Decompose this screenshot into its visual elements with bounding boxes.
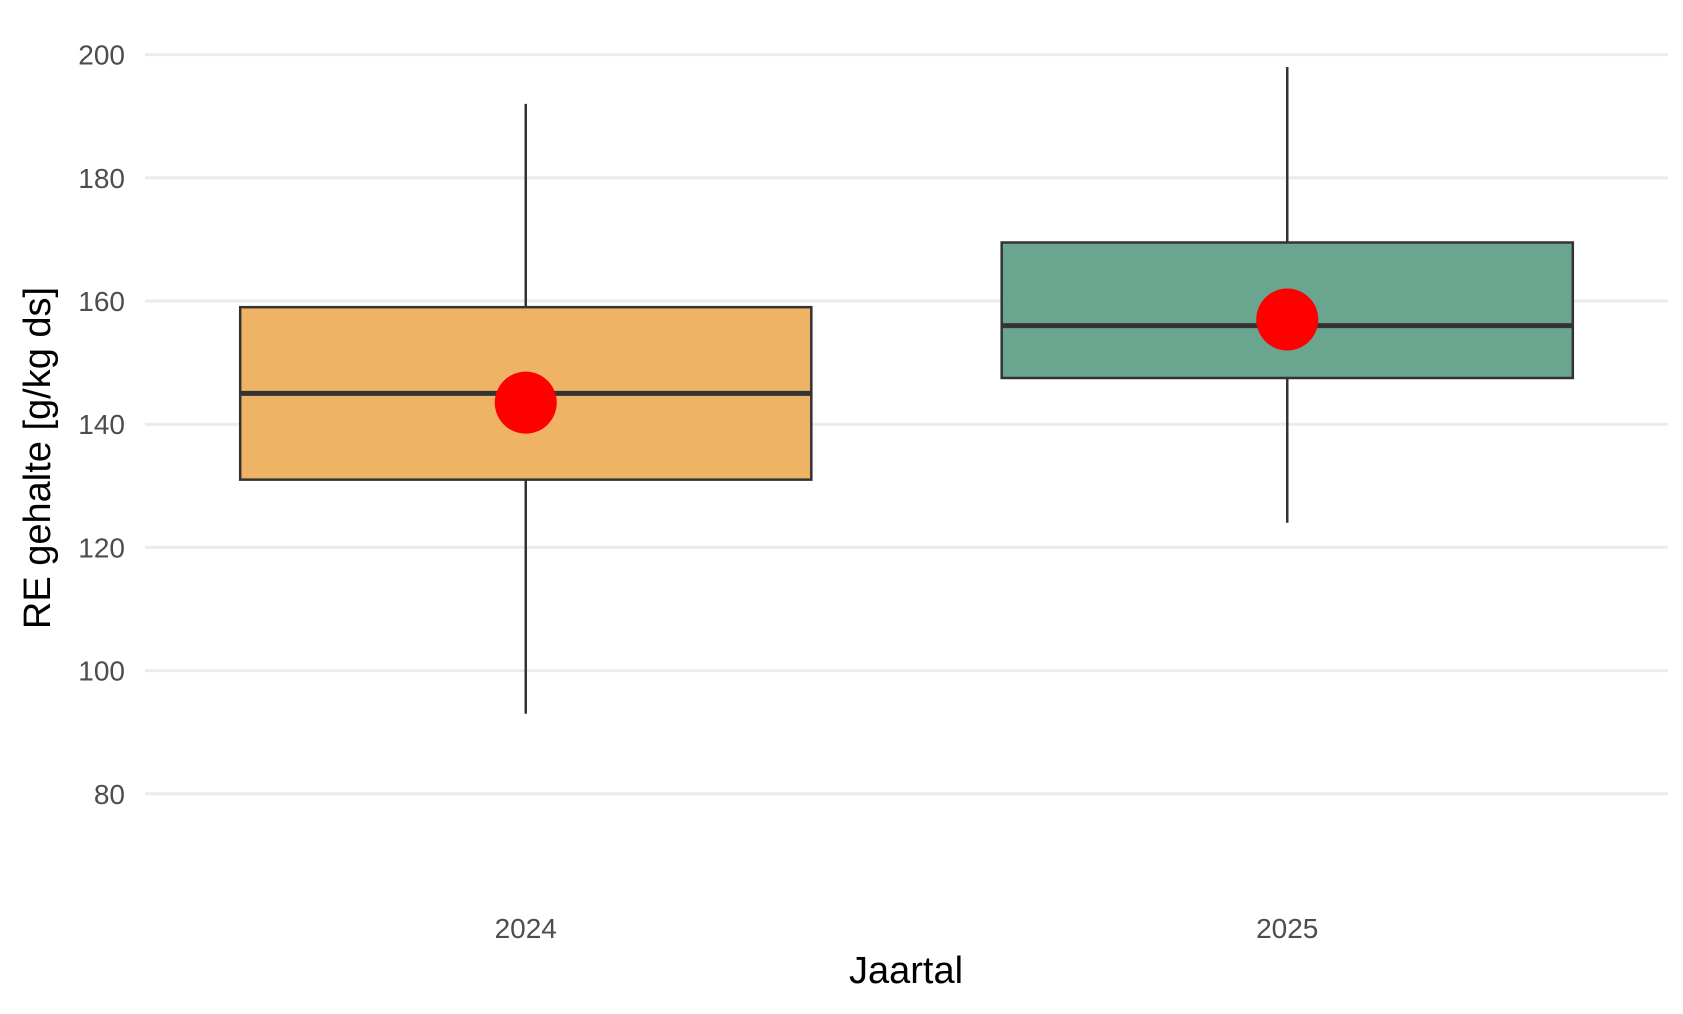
mean-marker xyxy=(1256,288,1319,351)
y-tick-label: 100 xyxy=(78,656,125,687)
x-tick-label: 2024 xyxy=(495,913,557,944)
box-series xyxy=(238,66,1575,714)
y-axis-title: RE gehalte [g/kg ds] xyxy=(17,287,59,629)
y-tick-label: 120 xyxy=(78,532,125,563)
y-tick-label: 180 xyxy=(78,163,125,194)
mean-marker xyxy=(494,371,557,434)
x-axis-title: Jaartal xyxy=(849,950,963,992)
y-tick-label: 80 xyxy=(94,779,125,810)
y-axis-ticks: 80 100 120 140 160 180 200 xyxy=(78,40,125,810)
x-axis-ticks: 2024 2025 xyxy=(495,913,1319,944)
y-tick-label: 200 xyxy=(78,40,125,71)
y-tick-label: 160 xyxy=(78,286,125,317)
x-tick-label: 2025 xyxy=(1256,913,1318,944)
box-2025 xyxy=(1000,66,1575,523)
box-2024 xyxy=(238,103,813,714)
y-tick-label: 140 xyxy=(78,409,125,440)
